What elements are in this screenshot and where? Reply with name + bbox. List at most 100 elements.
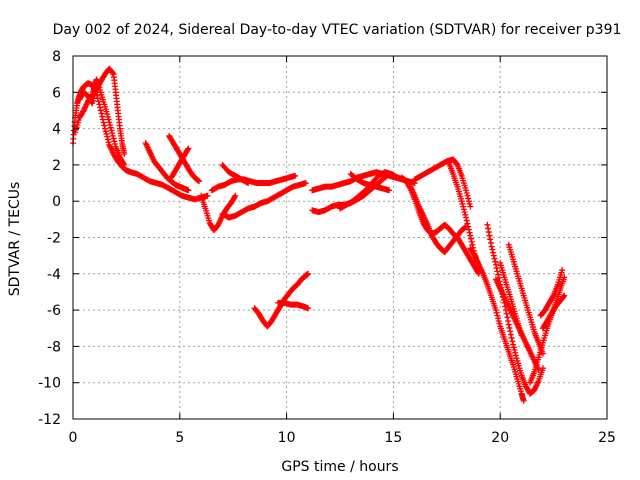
data-point [464,220,471,227]
data-point [560,293,567,300]
data-point [490,249,497,256]
data-point [513,355,520,362]
data-point [231,193,238,200]
data-point [99,113,106,120]
data-point [459,200,466,207]
data-point [108,127,115,134]
data-series-12 [275,299,311,312]
x-tick-label: 15 [384,430,402,446]
data-point [484,221,491,228]
y-tick-label: -6 [47,303,61,319]
data-point [304,305,311,312]
data-point [467,232,474,239]
data-point [463,190,470,197]
data-point [461,209,468,216]
data-point [465,223,472,230]
y-tick-label: 6 [52,85,61,101]
data-point [486,232,493,239]
data-point [539,350,546,357]
data-point [495,271,502,278]
data-point [509,338,516,345]
data-series-11 [251,270,311,330]
data-point [512,349,519,356]
data-point [121,151,128,158]
data-point [507,331,514,338]
data-point [465,195,472,202]
data-point [121,161,128,168]
data-point [487,236,494,243]
x-axis-label: GPS time / hours [281,459,398,475]
data-point [503,310,510,317]
data-point [463,187,470,194]
data-point [97,107,104,114]
data-point [506,324,513,331]
data-point [510,344,517,351]
y-tick-label: -12 [38,412,61,428]
data-point [185,187,192,194]
data-point [196,178,203,185]
x-tick-labels: 0 5 10 15 20 25 [69,430,616,446]
data-point [488,243,495,250]
data-series-20 [445,160,482,270]
data-series-3 [72,76,128,168]
data-point [302,180,309,187]
data-point [468,238,475,245]
data-point [103,131,110,138]
data-point [464,192,471,199]
data-point [495,317,502,324]
data-points [70,65,568,404]
data-point [485,225,492,232]
x-tick-label: 25 [598,430,616,446]
data-point [561,292,568,299]
data-point [184,146,191,153]
data-point [504,314,511,321]
data-point [491,255,498,262]
data-point [185,145,192,152]
y-tick-label: -2 [47,231,61,247]
data-point [465,198,472,205]
data-point [104,133,111,140]
y-tick-label: -10 [38,376,61,392]
data-series-18 [407,183,470,256]
data-point [105,139,112,146]
axis-ticks [72,55,608,420]
data-point [104,111,111,118]
data-series-19 [411,156,474,210]
data-series-4 [142,140,192,194]
data-point [245,180,252,187]
y-tick-labels: -12 -10 -8 -6 -4 -2 0 2 4 6 8 [38,49,61,428]
data-point [505,321,512,328]
data-point [106,119,113,126]
data-point [102,128,109,135]
data-point [110,135,117,142]
x-tick-label: 0 [69,430,78,446]
y-axis-label: SDTVAR / TECUs [7,182,23,297]
data-point [489,246,496,253]
data-point [468,235,475,242]
y-tick-label: 2 [52,158,61,174]
data-series-27 [539,292,568,332]
data-point [104,113,111,120]
data-point [493,309,500,316]
data-series-24 [505,241,546,357]
data-point [505,317,512,324]
data-point [467,203,474,210]
data-point [102,125,109,132]
data-point [495,315,502,322]
data-point [112,141,119,148]
x-tick-label: 10 [278,430,296,446]
data-point [109,70,116,77]
data-point [494,268,501,275]
data-point [204,192,211,199]
data-point [466,229,473,236]
data-point [460,206,467,213]
data-point [487,239,494,246]
data-point [485,229,492,236]
data-point [232,192,239,199]
data-point [490,252,497,259]
y-tick-label: 4 [52,122,61,138]
data-point [304,270,311,277]
data-point [107,121,114,128]
data-series-17 [398,174,482,277]
